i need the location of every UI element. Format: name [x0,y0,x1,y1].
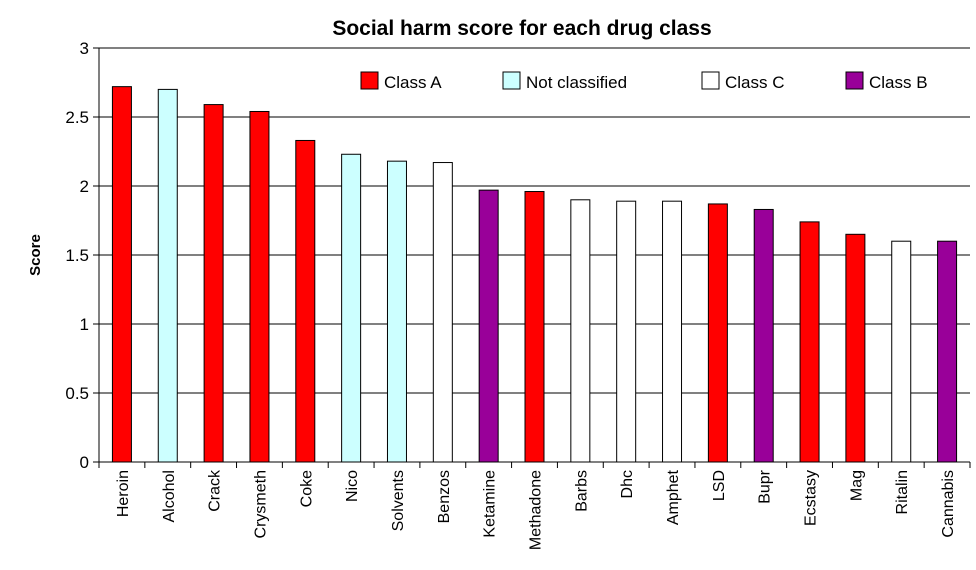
legend-swatch [360,71,379,90]
legend-swatch [845,71,864,90]
bar-alcohol [157,88,178,463]
x-tick-label: Benzos [436,470,453,523]
x-tick-label: Cannabis [940,470,957,538]
y-axis-label: Score [27,234,44,276]
bar-crysmeth [249,110,270,463]
y-tick-label: 2 [80,177,89,196]
x-tick-label: Methadone [528,470,545,550]
legend-label: Class B [869,73,928,92]
legend: Class A Not classified Class C Class B [360,71,928,92]
y-tick-label: 1.5 [65,246,89,265]
chart-title: Social harm score for each drug class [332,17,711,40]
x-tick-label: Solvents [390,470,407,531]
x-tick-label: Ritalin [894,470,911,514]
x-tick-label: Crysmeth [252,470,269,538]
legend-label: Class C [725,73,785,92]
y-tick-label: 0 [80,453,89,472]
x-tick-label: Mag [848,470,865,501]
bar-barbs [570,199,591,463]
bar-coke [295,139,316,463]
bar-amphet [662,200,683,463]
legend-swatch [701,71,720,90]
bar-ritalin [891,240,912,463]
x-tick-label: Amphet [665,469,682,525]
x-tick-label: Crack [207,469,224,512]
y-tick-label: 2.5 [65,108,89,127]
bar-benzos [432,162,453,463]
bar-bupr [753,208,774,463]
bar-ecstasy [799,221,820,463]
y-tick-label: 1 [80,315,89,334]
x-tick-label: Heroin [115,470,132,517]
x-tick-label: Nico [344,470,361,502]
bar-dhc [616,200,637,463]
legend-swatch [502,71,521,90]
bar-solvents [386,160,407,463]
x-tick-label: Coke [298,470,315,507]
x-tick-label: Dhc [619,470,636,498]
bars [111,86,958,463]
x-tick-label: Barbs [573,470,590,512]
x-tick-label: Bupr [757,469,774,503]
bar-nico [341,153,362,463]
x-tick-label: Alcohol [161,470,178,522]
x-tick-label: Ketamine [482,470,499,538]
bar-ketamine [478,189,499,463]
y-tick-label: 3 [80,39,89,58]
x-tick-label: LSD [711,470,728,501]
y-tick-label: 0.5 [65,384,89,403]
bar-crack [203,104,224,463]
bar-lsd [707,203,728,463]
bar-methadone [524,191,545,463]
legend-label: Not classified [526,73,627,92]
bar-mag [845,233,866,463]
bar-cannabis [937,240,958,463]
axes: 0 0.5 1 1.5 2 2.5 3 Heroin Alcohol Crack Crysmeth C… [65,39,971,550]
legend-label: Class A [384,73,442,92]
bar-heroin [111,86,132,463]
x-tick-label: Ecstasy [803,470,820,526]
